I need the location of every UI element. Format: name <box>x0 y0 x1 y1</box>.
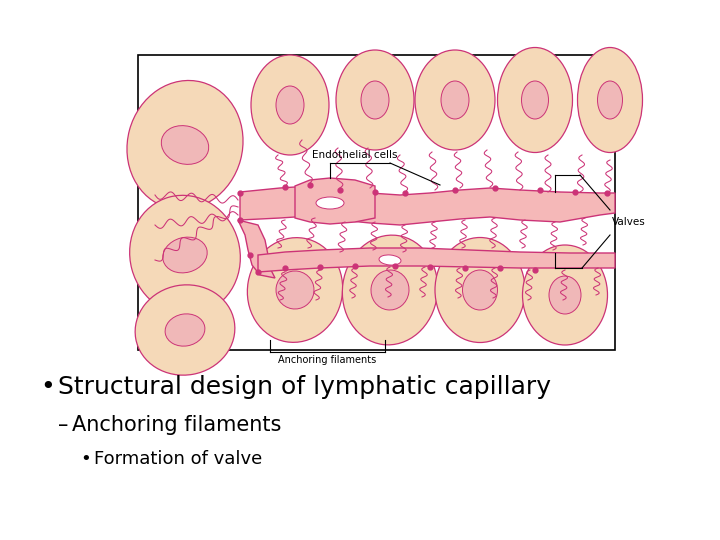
Text: Formation of valve: Formation of valve <box>94 450 262 468</box>
Ellipse shape <box>441 81 469 119</box>
Polygon shape <box>258 248 615 272</box>
Text: –: – <box>58 415 68 435</box>
Ellipse shape <box>462 270 498 310</box>
Ellipse shape <box>435 238 525 342</box>
Ellipse shape <box>415 50 495 150</box>
Ellipse shape <box>161 126 209 164</box>
Ellipse shape <box>336 50 414 150</box>
Text: •: • <box>40 375 55 399</box>
Ellipse shape <box>276 271 314 309</box>
Ellipse shape <box>549 276 581 314</box>
Text: Endothelial cells: Endothelial cells <box>312 150 397 160</box>
Ellipse shape <box>276 86 304 124</box>
Ellipse shape <box>361 81 389 119</box>
Bar <box>138 55 615 350</box>
Ellipse shape <box>127 80 243 210</box>
Ellipse shape <box>379 255 401 265</box>
Ellipse shape <box>342 235 438 345</box>
Ellipse shape <box>130 195 240 315</box>
Ellipse shape <box>163 237 207 273</box>
Ellipse shape <box>498 48 572 152</box>
Ellipse shape <box>316 197 344 209</box>
Ellipse shape <box>371 270 409 310</box>
Text: Valves: Valves <box>612 217 646 227</box>
Text: •: • <box>80 450 91 468</box>
Ellipse shape <box>135 285 235 375</box>
Ellipse shape <box>248 238 343 342</box>
Text: Structural design of lymphatic capillary: Structural design of lymphatic capillary <box>58 375 551 399</box>
Ellipse shape <box>251 55 329 155</box>
Ellipse shape <box>165 314 205 346</box>
Polygon shape <box>240 186 615 225</box>
Polygon shape <box>238 220 275 278</box>
Polygon shape <box>295 178 375 224</box>
Ellipse shape <box>521 81 549 119</box>
Ellipse shape <box>523 245 608 345</box>
Ellipse shape <box>577 48 642 152</box>
Ellipse shape <box>598 81 623 119</box>
Text: Anchoring filaments: Anchoring filaments <box>72 415 282 435</box>
Text: Anchoring filaments: Anchoring filaments <box>278 355 376 365</box>
